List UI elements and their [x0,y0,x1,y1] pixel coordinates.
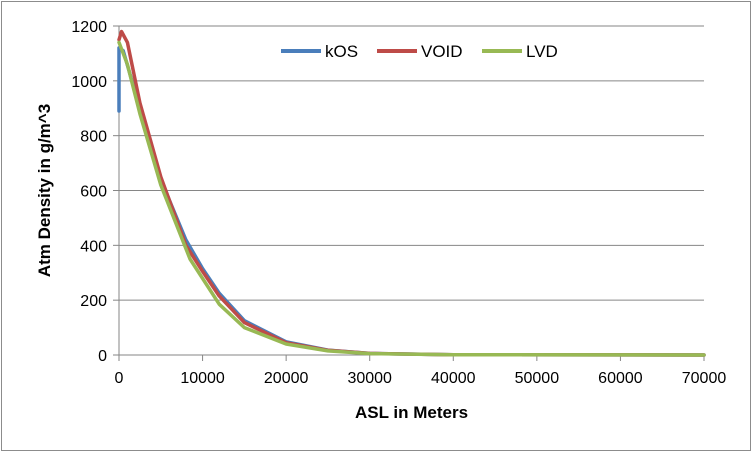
y-tick-label: 800 [80,129,107,146]
legend-label: VOID [421,42,463,61]
x-tick-label: 70000 [682,370,727,387]
y-axis-title: Atm Density in g/m^3 [35,104,54,277]
x-tick-label: 50000 [515,370,560,387]
y-tick-label: 1200 [71,19,107,36]
x-tick-label: 20000 [264,370,309,387]
series-line-kos [117,46,706,357]
y-tick-label: 600 [80,184,107,201]
legend-entry-lvd: LVD [482,42,558,61]
series-line-void [117,29,706,357]
x-tick-label: 0 [115,370,124,387]
x-axis-title: ASL in Meters [355,403,468,422]
y-tick-label: 1000 [71,74,107,91]
y-tick-label: 200 [80,293,107,310]
legend-entry-void: VOID [377,42,463,61]
x-tick-label: 30000 [347,370,392,387]
legend-label: LVD [526,42,558,61]
y-tick-label: 0 [98,348,107,365]
x-tick-label: 40000 [431,370,476,387]
legend-label: kOS [325,42,358,61]
x-tick-label: 60000 [598,370,643,387]
y-tick-label: 400 [80,238,107,255]
x-tick-label: 10000 [180,370,225,387]
series-line-lvd [117,40,706,357]
legend-entry-kos: kOS [281,42,358,61]
